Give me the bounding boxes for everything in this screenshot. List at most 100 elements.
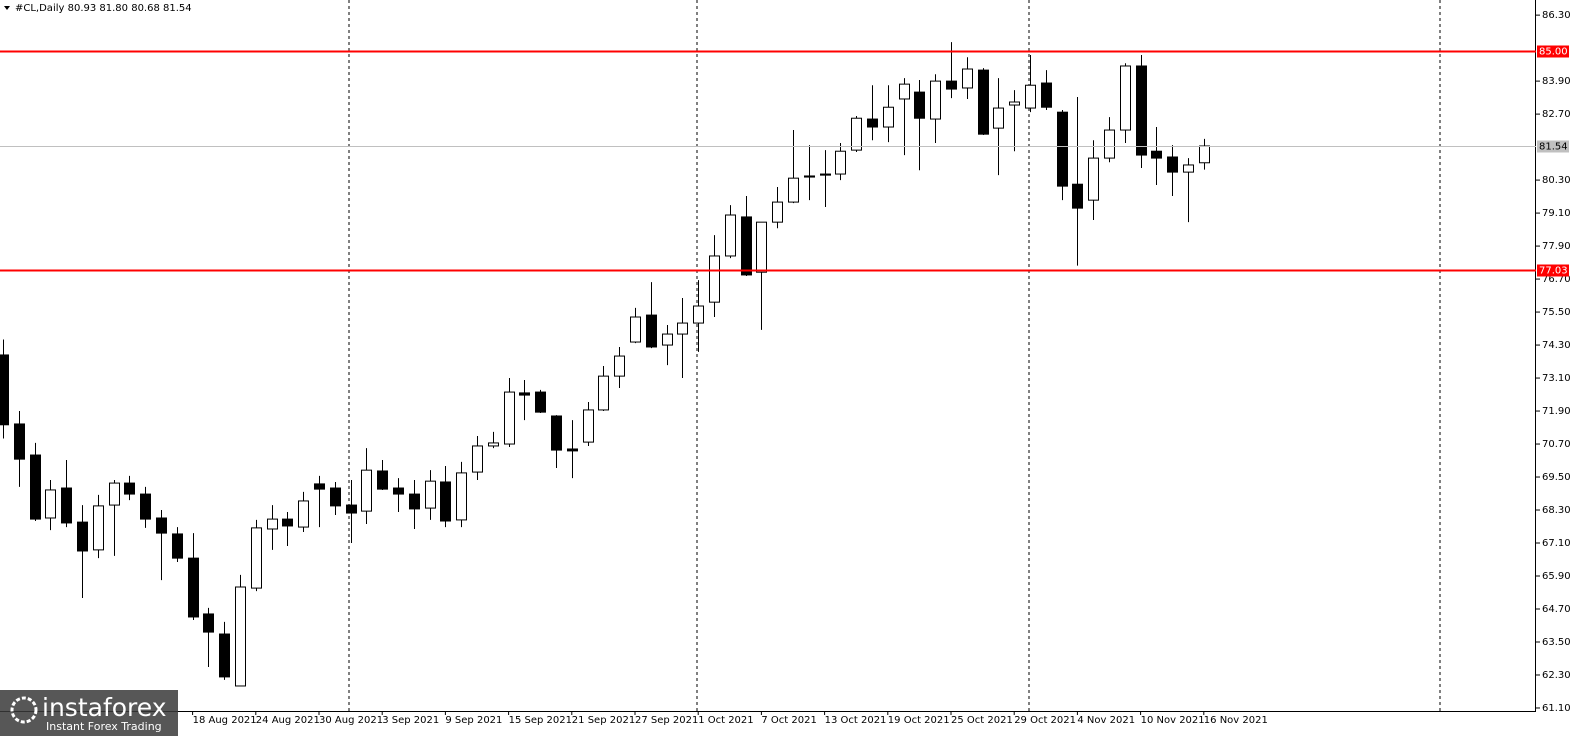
x-tick-label: 19 Oct 2021 [888,715,950,726]
candle-body-up [1199,145,1210,164]
candle-body-down [0,354,9,426]
candle-body-up [630,316,641,343]
candle-body-down [346,504,357,514]
x-tick-label: 30 Aug 2021 [319,715,383,726]
candle-body-up [614,355,625,377]
x-tick-label: 21 Sep 2021 [572,715,635,726]
candle-body-up [788,177,799,203]
x-tick-label: 16 Nov 2021 [1204,715,1268,726]
x-tick-label: 24 Aug 2021 [256,715,320,726]
watermark-name: instaforex [42,693,167,722]
candle-body-down [393,487,404,495]
menu-arrow[interactable] [4,6,10,10]
x-tick-label: 10 Nov 2021 [1141,715,1205,726]
candle-body-up [693,305,704,324]
candle-body-up [883,106,894,128]
candle-body-up [1183,164,1194,173]
candle-body-down [330,487,341,507]
x-tick-label: 7 Oct 2021 [761,715,816,726]
candle-body-down [140,493,151,520]
level-label: 81.54 [1539,142,1568,153]
candle-body-down [1151,150,1162,159]
candle-body-down [61,487,72,524]
chart-title: #CL,Daily 80.93 81.80 80.68 81.54 [15,3,192,14]
watermark-tagline: Instant Forex Trading [46,720,162,733]
candle-body-up [1009,101,1020,106]
candle-body-up [583,409,594,443]
candle-body-down [1057,111,1068,187]
y-tick-label: 68.30 [1542,505,1571,516]
candle-body-up [1088,157,1099,201]
y-tick-label: 75.50 [1542,307,1571,318]
candle-body-down [567,448,578,452]
candle-body-down [188,557,199,618]
candle-body-down [1072,183,1083,209]
candle-body-up [899,83,910,100]
x-tick-label: 4 Nov 2021 [1077,715,1135,726]
y-tick-label: 71.90 [1542,406,1571,417]
y-tick-label: 67.10 [1542,538,1571,549]
candle-body-up [598,375,609,411]
candle-body-up [1104,129,1115,159]
candle-body-down [1167,156,1178,173]
level-label: 77.03 [1539,266,1568,277]
y-tick-label: 82.70 [1542,109,1571,120]
candle-body-up [361,469,372,512]
y-tick-label: 61.10 [1542,703,1571,714]
candle-body-down [14,423,25,460]
y-tick-label: 73.10 [1542,373,1571,384]
candle-body-up [251,527,262,589]
plot-area [0,42,1210,687]
candle-body-up [709,255,720,303]
candle-body-up [677,322,688,335]
candle-body-down [914,91,925,119]
candle-body-down [314,483,325,490]
candle-body-up [488,442,499,447]
watermark-logo [10,696,38,724]
candle-body-down [867,118,878,128]
y-tick-label: 86.30 [1542,10,1571,21]
y-tick-label: 65.90 [1542,571,1571,582]
candle-body-down [77,521,88,552]
x-tick-label: 27 Sep 2021 [635,715,698,726]
candle-body-up [772,201,783,223]
y-tick-label: 70.70 [1542,439,1571,450]
candle-body-up [756,221,767,273]
candle-body-up [962,68,973,89]
candle-body-down [377,470,388,490]
level-label: 85.00 [1539,47,1568,58]
candle-body-down [519,392,530,396]
candle-body-down [440,481,451,522]
watermark-box [0,690,178,736]
y-tick-label: 69.50 [1542,472,1571,483]
candle-body-up [267,518,278,530]
candle-body-up [725,214,736,257]
candle-body-down [1041,82,1052,108]
candle-body-up [504,391,515,445]
candle-body-down [172,533,183,559]
y-tick-label: 77.90 [1542,241,1571,252]
candle-body-down [741,216,752,276]
x-tick-label: 18 Aug 2021 [193,715,257,726]
candle-body-down [203,613,214,633]
level-label-box [1537,140,1569,153]
candle-body-down [156,517,167,534]
candle-body-up [472,445,483,473]
y-tick-label: 76.70 [1542,274,1571,285]
candle-body-up [1120,65,1131,131]
candle-body-up [93,505,104,551]
candle-body-down [282,518,293,527]
candle-body-down [551,415,562,451]
candle-body-up [45,489,56,519]
candle-body-up [835,150,846,175]
candle-body-up [456,472,467,521]
x-tick-label: 15 Sep 2021 [509,715,572,726]
x-tick-label: 25 Oct 2021 [951,715,1013,726]
candle-body-up [993,107,1004,129]
candle-body-down [804,175,815,178]
candle-body-up [851,117,862,151]
y-tick-label: 63.50 [1542,637,1571,648]
candle-body-down [219,633,230,678]
y-tick-label: 80.30 [1542,175,1571,186]
candle-body-down [409,493,420,510]
